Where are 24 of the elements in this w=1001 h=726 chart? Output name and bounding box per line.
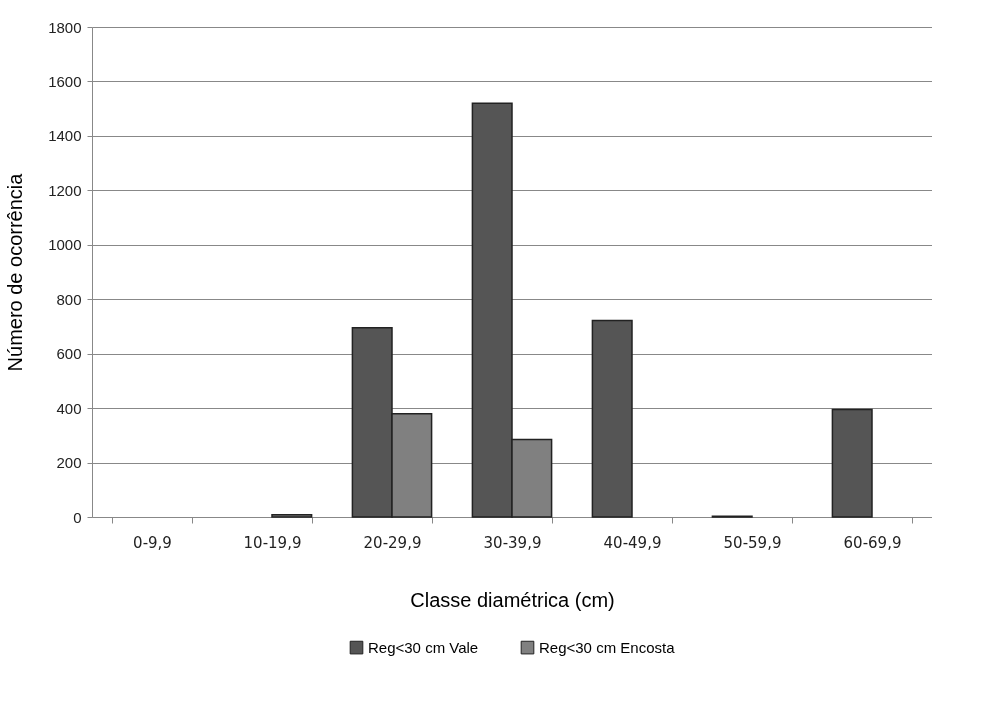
y-tick-label: 1200 [48, 181, 82, 199]
bar [831, 408, 873, 518]
x-tick-label: 40-49,9 [603, 533, 662, 552]
y-tick-label: 600 [56, 345, 82, 363]
y-tick-label: 800 [56, 290, 82, 308]
x-tick-label: 10-19,9 [243, 533, 302, 552]
x-tick-label: 0-9,9 [133, 533, 172, 552]
x-tick-label: 20-29,9 [363, 533, 422, 552]
y-tick-label: 1600 [48, 72, 82, 90]
y-axis-title: Número de ocorrência [4, 172, 27, 372]
bar [591, 319, 633, 518]
y-tick-label: 400 [56, 399, 82, 417]
y-tick-label: 1000 [48, 236, 82, 254]
y-tick-label: 1800 [48, 18, 82, 36]
y-tick-label: 1400 [48, 127, 82, 145]
x-axis-title: Classe diamétrica (cm) [410, 588, 615, 611]
legend-label: Reg<30 cm Vale [368, 638, 479, 656]
x-tick-label: 60-69,9 [843, 533, 902, 552]
legend-label: Reg<30 cm Encosta [539, 638, 676, 656]
bar [271, 514, 313, 518]
x-tick-label: 50-59,9 [723, 533, 782, 552]
x-tick-label: 30-39,9 [483, 533, 542, 552]
y-tick-label: 200 [56, 454, 82, 472]
y-tick-label: 0 [73, 508, 82, 526]
